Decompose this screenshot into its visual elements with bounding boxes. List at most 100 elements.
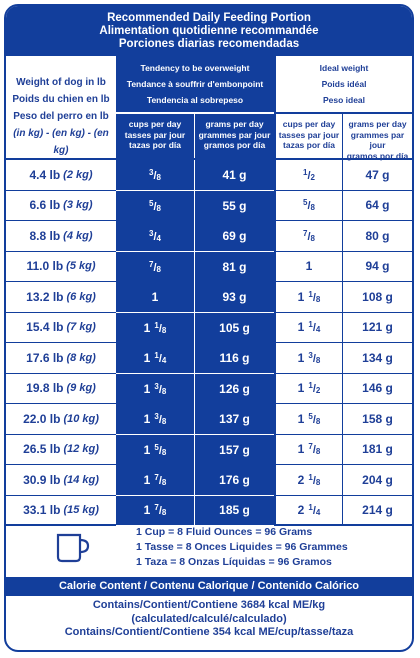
weight-header-kg: (in kg) - (en kg) - (en kg) bbox=[13, 128, 109, 156]
cups-whole: 1 bbox=[297, 350, 305, 365]
fraction-numerator: 5 bbox=[308, 411, 313, 421]
fraction-slash: / bbox=[153, 170, 157, 182]
fraction-slash: / bbox=[307, 169, 311, 182]
weight-lb: 13.2 lb bbox=[26, 289, 64, 304]
dog-weight-cell: 26.5 lb (12 kg) bbox=[6, 435, 116, 465]
fraction-numerator: 1 bbox=[154, 320, 159, 330]
table-row: 30.9 lb (14 kg) 1 7/8 176 g 2 1/8 204 g bbox=[6, 465, 412, 496]
ideal-grams-cell: 158 g bbox=[362, 411, 393, 426]
fraction-denominator: 2 bbox=[315, 386, 321, 396]
weight-lb: 33.1 lb bbox=[23, 502, 61, 517]
cups-label-en: cups per day bbox=[128, 119, 182, 129]
weight-lb: 22.0 lb bbox=[23, 411, 61, 426]
table-header: Weight of dog in lb Poids du chien en lb… bbox=[6, 56, 412, 161]
ideal-weight-header: Ideal weight Poids idéal Peso ideal bbox=[274, 56, 412, 114]
dog-weight-cell: 30.9 lb (14 kg) bbox=[6, 465, 116, 495]
calorie-line-calculated: (calculated/calculé/calculado) bbox=[131, 612, 287, 625]
weight-column-header: Weight of dog in lb Poids du chien en lb… bbox=[6, 56, 116, 158]
overweight-header: Tendency to be overweight Tendance à sou… bbox=[116, 56, 274, 114]
dog-weight-cell: 13.2 lb (6 kg) bbox=[6, 282, 116, 312]
table-row: 22.0 lb (10 kg) 1 3/8 137 g 1 5/8 158 g bbox=[6, 404, 412, 435]
overweight-grams-cell: 176 g bbox=[195, 465, 274, 496]
ideal-cups-cell: 2 1/4 bbox=[274, 495, 343, 524]
weight-lb: 30.9 lb bbox=[23, 472, 61, 487]
cups-fraction: 5/8 bbox=[154, 443, 166, 457]
feeding-rows: 4.4 lb (2 kg) 3/8 41 g 1/2 47 g 6.6 lb (3 kg) 5/… bbox=[6, 160, 412, 526]
dog-weight-cell: 4.4 lb (2 kg) bbox=[6, 160, 116, 190]
cups-whole: 2 bbox=[297, 502, 305, 517]
weight-lb: 4.4 lb bbox=[29, 167, 61, 182]
grams-label-es: gramos por día bbox=[346, 150, 409, 161]
overweight-cups-cell: 5/8 bbox=[116, 190, 195, 222]
calorie-line-cup: Contains/Contient/Contiene 354 kcal ME/c… bbox=[64, 626, 354, 638]
fraction-slash: / bbox=[312, 413, 316, 426]
cups-fraction: 1/2 bbox=[308, 381, 320, 395]
cups-whole: 1 bbox=[143, 320, 151, 335]
cups-fraction: 7/8 bbox=[149, 260, 161, 274]
overweight-cups-cell: 3/8 bbox=[116, 160, 195, 191]
fraction-denominator: 8 bbox=[161, 386, 167, 396]
fraction-denominator: 8 bbox=[156, 173, 161, 182]
cups-whole: 1 bbox=[143, 503, 151, 517]
fraction-numerator: 1 bbox=[303, 167, 308, 177]
title-band: Recommended Daily Feeding Portion Alimen… bbox=[6, 6, 412, 56]
calorie-header: Calorie Content / Contenu Calorique / Co… bbox=[6, 577, 412, 596]
ideal-header-fr: Poids idéal bbox=[321, 79, 367, 89]
dog-weight-cell: 11.0 lb (5 kg) bbox=[6, 252, 116, 282]
weight-kg: (14 kg) bbox=[63, 473, 99, 486]
fraction-numerator: 5 bbox=[154, 442, 159, 452]
overweight-header-fr: Tendance à souffrir d'embonpoint bbox=[126, 79, 264, 89]
overweight-cups-cell: 1 7/8 bbox=[116, 495, 195, 526]
weight-header-en: Weight of dog in lb bbox=[16, 77, 106, 88]
fraction-numerator: 1 bbox=[308, 289, 313, 299]
fraction-denominator: 8 bbox=[156, 203, 161, 213]
ideal-grams-cell: 121 g bbox=[362, 320, 393, 335]
fraction-slash: / bbox=[153, 231, 157, 243]
cups-fraction: 1/8 bbox=[154, 321, 166, 335]
fraction-denominator: 8 bbox=[315, 477, 321, 487]
fraction-slash: / bbox=[158, 475, 162, 487]
cups-whole: 1 bbox=[143, 412, 151, 426]
dog-weight-cell: 15.4 lb (7 kg) bbox=[6, 313, 116, 343]
weight-lb: 15.4 lb bbox=[26, 320, 64, 335]
grams-label-en: grams per day bbox=[205, 119, 264, 129]
fraction-denominator: 8 bbox=[161, 447, 167, 457]
cups-whole: 1 bbox=[297, 289, 305, 304]
ideal-grams-cell: 181 g bbox=[362, 442, 393, 457]
weight-lb: 19.8 lb bbox=[26, 381, 64, 396]
overweight-grams-cell: 93 g bbox=[195, 282, 274, 313]
fraction-slash: / bbox=[153, 261, 157, 274]
ideal-cups-cell: 1/2 bbox=[274, 160, 343, 190]
calorie-line-kg: Contains/Contient/Contiene 3684 kcal ME/… bbox=[92, 599, 326, 611]
cups-fraction: 3/4 bbox=[149, 229, 161, 243]
fraction-denominator: 4 bbox=[315, 507, 321, 517]
fraction-denominator: 8 bbox=[161, 325, 167, 335]
overweight-grams-cell: 126 g bbox=[195, 373, 274, 405]
grams-label-fr: grammes par jour bbox=[198, 129, 271, 140]
conversion-lines: 1 Cup = 8 Fluid Ounces = 96 Grams 1 Tass… bbox=[136, 525, 348, 570]
ideal-cups-cell: 7/8 bbox=[274, 221, 343, 251]
overweight-cups-cell: 1 1/8 bbox=[116, 312, 195, 344]
ideal-cups-cell: 1 1/2 bbox=[274, 373, 343, 403]
cups-fraction: 1/2 bbox=[303, 168, 315, 182]
table-row: 33.1 lb (15 kg) 1 7/8 185 g 2 1/4 214 g bbox=[6, 495, 412, 526]
ideal-cups-cell: 1 3/8 bbox=[274, 343, 343, 373]
table-row: 17.6 lb (8 kg) 1 1/4 116 g 1 3/8 134 g bbox=[6, 343, 412, 374]
cups-fraction: 1/4 bbox=[154, 351, 166, 365]
fraction-denominator: 4 bbox=[161, 356, 167, 365]
cups-fraction: 3/8 bbox=[308, 351, 320, 365]
fraction-slash: / bbox=[158, 505, 162, 517]
fraction-slash: / bbox=[312, 474, 316, 487]
fraction-denominator: 8 bbox=[161, 417, 167, 426]
overweight-cups-cell: 1 bbox=[116, 282, 195, 313]
cups-whole: 2 bbox=[297, 472, 305, 487]
cups-whole: 1 bbox=[143, 473, 151, 487]
ideal-grams-cell: 94 g bbox=[365, 259, 390, 274]
overweight-cups-header: cups per day tasses par jour tazas por d… bbox=[116, 114, 195, 158]
overweight-header-es: Tendencia al sobrepeso bbox=[146, 95, 244, 105]
ideal-cups-cell: 5/8 bbox=[274, 190, 343, 220]
fraction-slash: / bbox=[312, 444, 316, 457]
fraction-denominator: 8 bbox=[315, 355, 321, 365]
fraction-numerator: 3 bbox=[149, 168, 154, 177]
overweight-grams-cell: 69 g bbox=[195, 221, 274, 252]
